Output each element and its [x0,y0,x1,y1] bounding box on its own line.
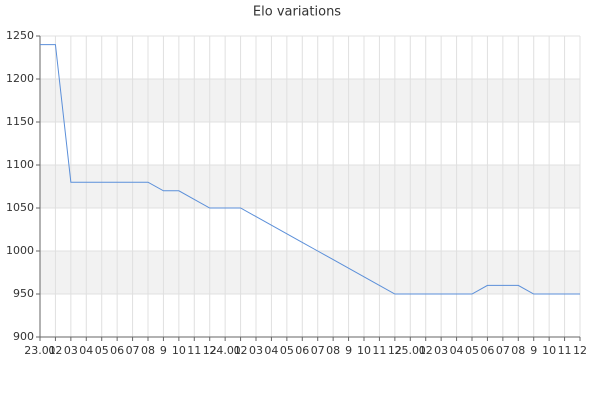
x-tick-label: 12 [203,344,217,357]
x-tick-label: 03 [64,344,78,357]
x-tick-label: 08 [511,344,525,357]
x-tick-label: 9 [530,344,537,357]
x-tick-label: 07 [311,344,325,357]
x-tick-label: 04 [264,344,278,357]
x-tick-label: 07 [496,344,510,357]
x-tick-label: 08 [141,344,155,357]
x-tick-label: 02 [48,344,62,357]
x-tick-label: 07 [126,344,140,357]
x-tick-label: 11 [558,344,572,357]
x-tick-label: 06 [480,344,494,357]
x-tick-label: 25.01 [395,344,427,357]
x-tick-label: 23.01 [24,344,56,357]
y-tick-label: 1200 [6,72,34,85]
x-tick-label: 02 [234,344,248,357]
x-tick-label: 05 [280,344,294,357]
x-tick-label: 04 [450,344,464,357]
x-tick-label: 10 [542,344,556,357]
x-tick-label: 9 [345,344,352,357]
x-tick-label: 06 [295,344,309,357]
x-tick-label: 10 [172,344,186,357]
line [40,44,580,295]
y-tick-label: 950 [13,287,34,300]
y-tick-label: 1100 [6,158,34,171]
x-tick-label: 12 [388,344,402,357]
y-tick-label: 900 [13,330,34,343]
x-tick-label: 10 [357,344,371,357]
chart-title: Elo variations [253,5,341,20]
x-tick-label: 08 [326,344,340,357]
y-tick-label: 1000 [6,244,34,257]
x-tick-label: 03 [249,344,263,357]
x-tick-label: 06 [110,344,124,357]
band [40,79,580,122]
x-tick-label: 11 [372,344,386,357]
x-tick-label: 24.01 [209,344,241,357]
band [40,165,580,208]
y-tick-label: 1250 [6,29,34,42]
y-tick-label: 1150 [6,115,34,128]
x-tick-label: 9 [160,344,167,357]
x-tick-label: 12 [573,344,587,357]
x-tick-label: 03 [434,344,448,357]
x-tick-label: 04 [79,344,93,357]
x-tick-label: 02 [419,344,433,357]
x-tick-label: 05 [95,344,109,357]
y-tick-label: 1050 [6,201,34,214]
x-tick-label: 05 [465,344,479,357]
band [40,251,580,294]
x-tick-label: 11 [187,344,201,357]
